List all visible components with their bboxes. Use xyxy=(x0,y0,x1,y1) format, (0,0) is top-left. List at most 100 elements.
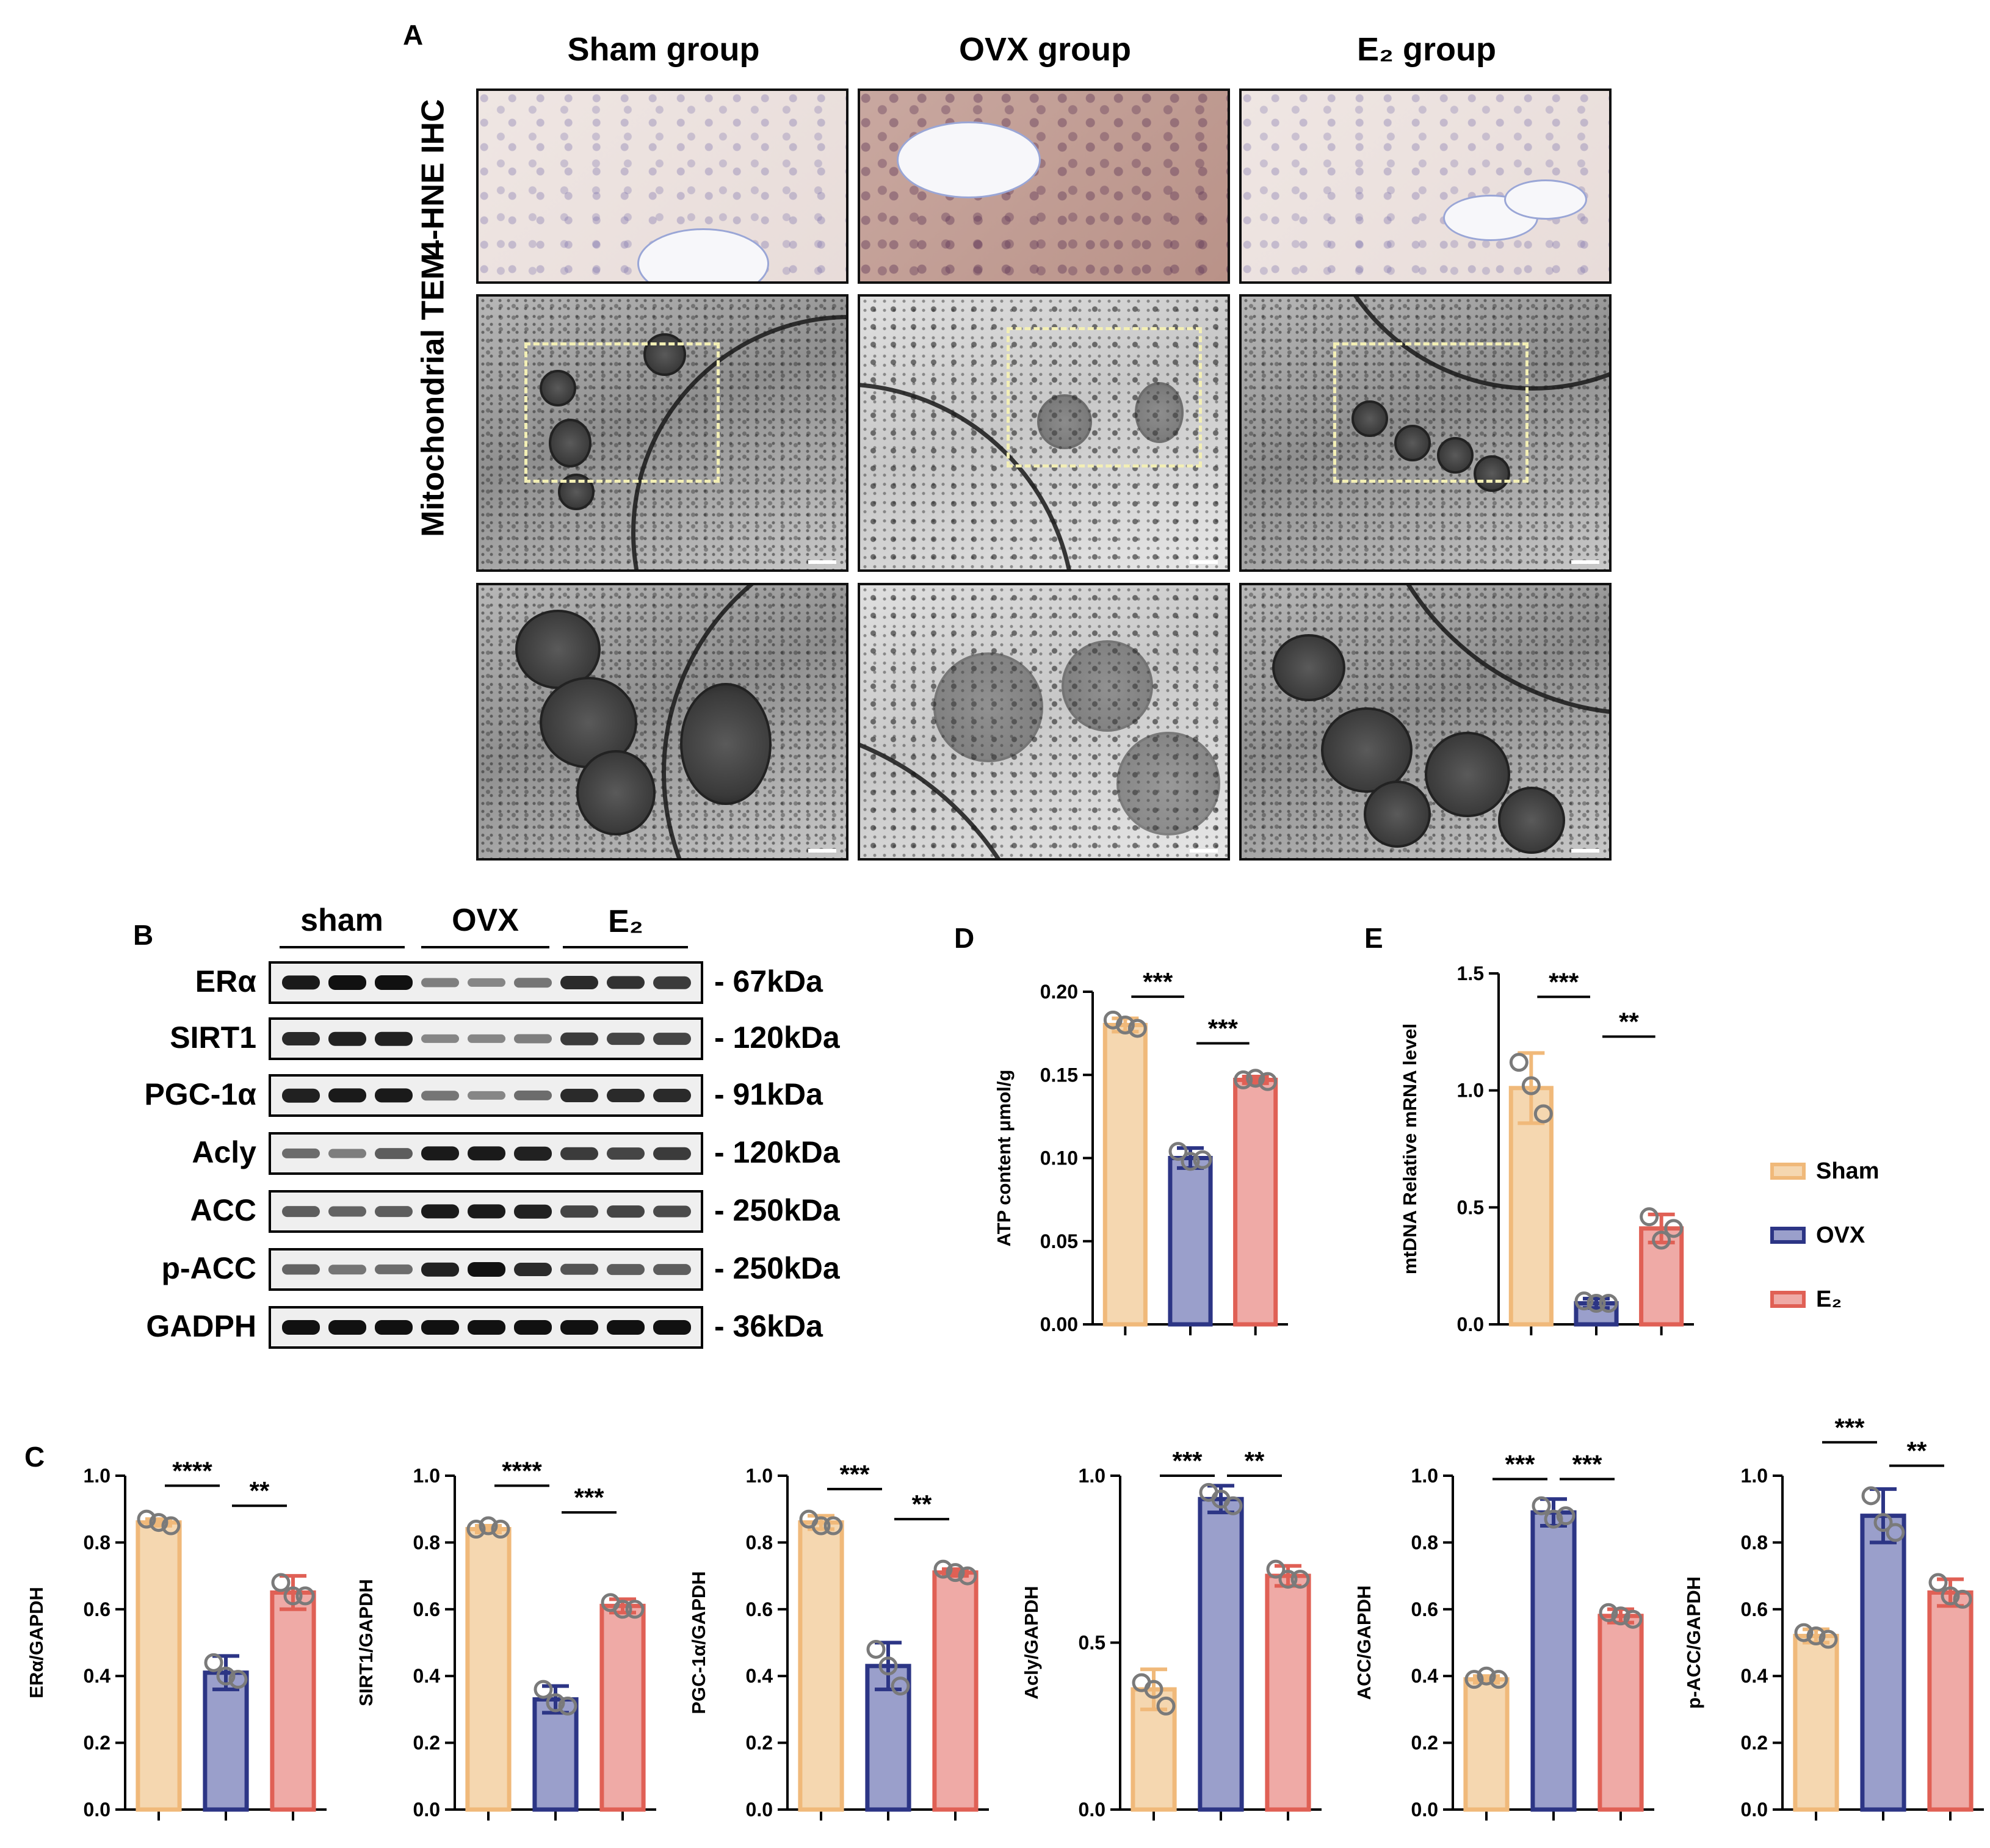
y-axis-label-C1: ERα/GAPDH xyxy=(26,1587,47,1698)
data-point xyxy=(1278,1570,1298,1589)
blot-band xyxy=(514,1204,552,1219)
data-point xyxy=(1509,1053,1529,1072)
bar-C6-0 xyxy=(1793,1634,1839,1812)
y-tick-label: 0.4 xyxy=(1741,1665,1768,1687)
tem-image-ovx xyxy=(858,294,1230,572)
y-tick-label: 1.0 xyxy=(1411,1465,1438,1487)
blot-band xyxy=(375,1088,413,1103)
significance-label: *** xyxy=(1172,1446,1203,1475)
blot-band xyxy=(560,1089,598,1102)
significance-label: *** xyxy=(1549,967,1579,996)
data-point xyxy=(149,1513,168,1532)
blot-strip-1 xyxy=(269,961,703,1004)
data-point xyxy=(811,1516,831,1536)
y-tick-label: 0.6 xyxy=(84,1598,110,1620)
blot-band xyxy=(421,1146,459,1161)
blot-band xyxy=(514,1090,552,1101)
y-tick-label: 0.6 xyxy=(413,1598,440,1620)
blot-kda-7: - 36kDa xyxy=(714,1309,823,1343)
data-point xyxy=(1223,1496,1243,1515)
data-point xyxy=(1953,1589,1972,1609)
y-axis-label-C5: ACC/GAPDH xyxy=(1353,1586,1375,1700)
blot-band xyxy=(468,978,505,987)
blot-kda-4: - 120kDa xyxy=(714,1135,840,1169)
blot-band xyxy=(514,1146,552,1161)
data-point xyxy=(479,1516,498,1536)
y-tick-label: 0.15 xyxy=(1040,1064,1078,1086)
data-point xyxy=(271,1573,291,1592)
blot-band xyxy=(328,1320,366,1335)
data-point xyxy=(1861,1486,1881,1506)
blot-band xyxy=(375,1206,413,1217)
data-point xyxy=(1266,1559,1286,1579)
group-line-e2 xyxy=(563,946,688,948)
blot-band xyxy=(607,1205,645,1218)
blot-band xyxy=(282,975,320,990)
y-axis-label-C6: p-ACC/GAPDH xyxy=(1683,1576,1704,1709)
column-title-ovx: OVX group xyxy=(959,31,1131,68)
y-tick-label: 0.2 xyxy=(413,1732,440,1754)
bar-C5-1 xyxy=(1530,1510,1577,1812)
data-point xyxy=(161,1516,181,1536)
blot-strip-5 xyxy=(269,1190,703,1233)
data-point xyxy=(946,1563,965,1583)
data-point xyxy=(1489,1670,1508,1689)
blot-band xyxy=(514,978,552,987)
panel-a-letter: A xyxy=(403,19,424,51)
significance-label: **** xyxy=(172,1456,212,1485)
ihc-image-sham xyxy=(476,88,848,284)
blot-kda-1: - 67kDa xyxy=(714,964,823,998)
y-axis-label-E: mtDNA Relative mRNA level xyxy=(1399,1023,1420,1274)
blot-kda-2: - 120kDa xyxy=(714,1020,840,1055)
data-point xyxy=(1806,1626,1826,1646)
y-tick-label: 0.8 xyxy=(746,1531,773,1553)
tem-image-e2 xyxy=(1239,294,1612,572)
panel-b-letter: B xyxy=(133,919,154,951)
data-point xyxy=(1477,1666,1496,1686)
y-tick-label: 0.2 xyxy=(1411,1732,1438,1754)
y-tick-label: 0.8 xyxy=(413,1531,440,1553)
data-point xyxy=(1640,1207,1659,1227)
legend-label-ovx: OVX xyxy=(1816,1222,1865,1248)
blot-band xyxy=(607,976,645,989)
blot-band xyxy=(421,1204,459,1219)
data-point xyxy=(1941,1586,1960,1606)
group-label-ovx: OVX xyxy=(452,903,519,938)
blot-band xyxy=(653,1264,691,1275)
data-point xyxy=(216,1666,236,1686)
y-tick-label: 0.0 xyxy=(1079,1799,1105,1821)
significance-label: *** xyxy=(1834,1413,1865,1442)
y-tick-label: 1.0 xyxy=(1457,1080,1484,1102)
y-tick-label: 0.20 xyxy=(1040,981,1078,1003)
data-point xyxy=(228,1670,248,1689)
significance-label: ** xyxy=(1907,1437,1927,1465)
blot-label-5: ACC xyxy=(190,1193,256,1227)
blot-band xyxy=(328,1031,366,1046)
blot-band xyxy=(328,1265,366,1274)
y-tick-label: 0.0 xyxy=(413,1799,440,1821)
data-point xyxy=(1533,1104,1553,1124)
blot-strip-3 xyxy=(269,1074,703,1117)
data-point xyxy=(1928,1573,1948,1592)
data-point xyxy=(866,1639,886,1659)
data-point xyxy=(1574,1291,1594,1311)
blot-strip-4 xyxy=(269,1132,703,1175)
data-point xyxy=(625,1600,645,1619)
bar-C3-2 xyxy=(932,1570,979,1812)
bar-C5-2 xyxy=(1597,1614,1644,1812)
data-point xyxy=(1115,1016,1135,1034)
legend-swatch-e2 xyxy=(1770,1291,1806,1308)
data-point xyxy=(958,1566,977,1586)
ihc-image-e2 xyxy=(1239,88,1612,284)
blot-band xyxy=(282,1206,320,1217)
data-point xyxy=(1544,1509,1563,1529)
y-tick-label: 1.0 xyxy=(413,1465,440,1487)
blot-band xyxy=(653,1205,691,1218)
significance-label: ** xyxy=(1245,1446,1265,1475)
ihc-image-ovx xyxy=(858,88,1230,284)
y-tick-label: 0.2 xyxy=(746,1732,773,1754)
data-point xyxy=(1652,1230,1671,1250)
blot-strip-7 xyxy=(269,1306,703,1349)
blot-band xyxy=(421,978,459,987)
data-point xyxy=(1234,1070,1253,1089)
